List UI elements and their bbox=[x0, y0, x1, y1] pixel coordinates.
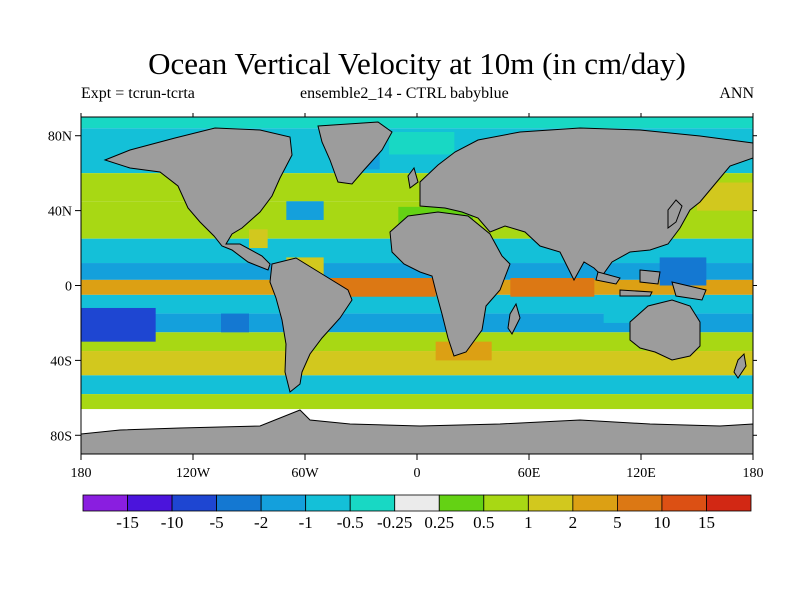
ensemble-label: ensemble2_14 - CTRL babyblue bbox=[300, 85, 509, 102]
colorbar-swatch bbox=[483, 494, 529, 512]
x-tick-label: 0 bbox=[414, 466, 421, 481]
colorbar-swatch bbox=[706, 494, 752, 512]
land-greenland bbox=[317, 121, 393, 185]
land-britain bbox=[407, 166, 419, 189]
field-patch bbox=[81, 307, 156, 342]
x-tick-label: 180 bbox=[743, 466, 764, 481]
colorbar-label: 5 bbox=[613, 513, 622, 532]
colorbar-swatch bbox=[260, 494, 307, 512]
x-tick-label: 60W bbox=[291, 466, 319, 481]
colorbar-label: 1 bbox=[524, 513, 533, 532]
experiment-label: Expt = tcrun-tcrta bbox=[81, 85, 195, 102]
colorbar-label: -0.5 bbox=[337, 513, 364, 532]
colorbar-label: 0.25 bbox=[424, 513, 454, 532]
x-tick-label: 120W bbox=[176, 466, 211, 481]
colorbar-swatch bbox=[394, 494, 440, 512]
field-patch bbox=[389, 131, 455, 155]
field-patch bbox=[510, 278, 595, 297]
field-patch bbox=[221, 313, 249, 333]
colorbar-swatch bbox=[349, 494, 396, 512]
colorbar-swatch bbox=[527, 494, 574, 512]
colorbar-swatch bbox=[572, 494, 618, 512]
land-madagascar bbox=[507, 302, 521, 335]
colorbar: -15 -10 -5 -2 -1 -0.5 -0.25 0.25 0.5 1 2 5 10 15 bbox=[82, 494, 752, 532]
colorbar-swatch bbox=[305, 494, 351, 512]
colorbar-swatch bbox=[127, 494, 173, 512]
field-band bbox=[81, 117, 753, 129]
y-tick-label: 40N bbox=[48, 205, 72, 220]
y-tick-label: 0 bbox=[65, 280, 72, 295]
land-antarctica bbox=[81, 409, 753, 454]
field-band bbox=[81, 351, 753, 376]
field-patch bbox=[286, 201, 324, 220]
land-indonesia bbox=[595, 269, 707, 301]
colorbar-swatch bbox=[171, 494, 217, 512]
field-band bbox=[81, 332, 753, 352]
field-patch bbox=[323, 278, 436, 297]
field-band bbox=[81, 263, 753, 280]
field-patch bbox=[659, 257, 707, 286]
land-australia bbox=[629, 299, 701, 361]
chart-title: Ocean Vertical Velocity at 10m (in cm/da… bbox=[148, 46, 686, 81]
land-africa bbox=[389, 211, 511, 357]
colorbar-label: -15 bbox=[116, 513, 139, 532]
colorbar-label: 2 bbox=[569, 513, 578, 532]
land-eurasia bbox=[419, 127, 753, 282]
colorbar-label: 0.5 bbox=[473, 513, 494, 532]
colorbar-label: -0.25 bbox=[377, 513, 412, 532]
colorbar-label: 10 bbox=[653, 513, 670, 532]
x-tick-label: 60E bbox=[518, 466, 541, 481]
colorbar-label: 15 bbox=[698, 513, 715, 532]
colorbar-swatch bbox=[661, 494, 707, 512]
y-tick-label: 80S bbox=[50, 429, 72, 444]
colorbar-label: -2 bbox=[254, 513, 268, 532]
land-new-zealand bbox=[733, 352, 747, 379]
y-tick-label: 80N bbox=[48, 130, 72, 145]
land-japan bbox=[667, 199, 683, 229]
field-band bbox=[81, 394, 753, 410]
colorbar-swatch bbox=[438, 494, 485, 512]
colorbar-swatch bbox=[82, 494, 128, 512]
colorbar-label: -10 bbox=[161, 513, 184, 532]
colorbar-swatch bbox=[216, 494, 262, 512]
land-south-america bbox=[269, 257, 353, 393]
colorbar-label: -1 bbox=[299, 513, 313, 532]
field-band bbox=[81, 294, 753, 314]
x-tick-label: 120E bbox=[626, 466, 656, 481]
field-patch bbox=[249, 229, 268, 249]
colorbar-label: -5 bbox=[210, 513, 224, 532]
map-axes: 180 120W 60W 0 60E 120E 180 80N 40N 0 40S 80S bbox=[48, 113, 764, 481]
colorbar-swatch bbox=[617, 494, 663, 512]
field-band bbox=[81, 375, 753, 395]
season-label: ANN bbox=[719, 85, 754, 102]
y-tick-label: 40S bbox=[50, 354, 72, 369]
x-tick-label: 180 bbox=[71, 466, 92, 481]
land-north-america bbox=[103, 127, 293, 271]
land-mask bbox=[81, 121, 753, 454]
